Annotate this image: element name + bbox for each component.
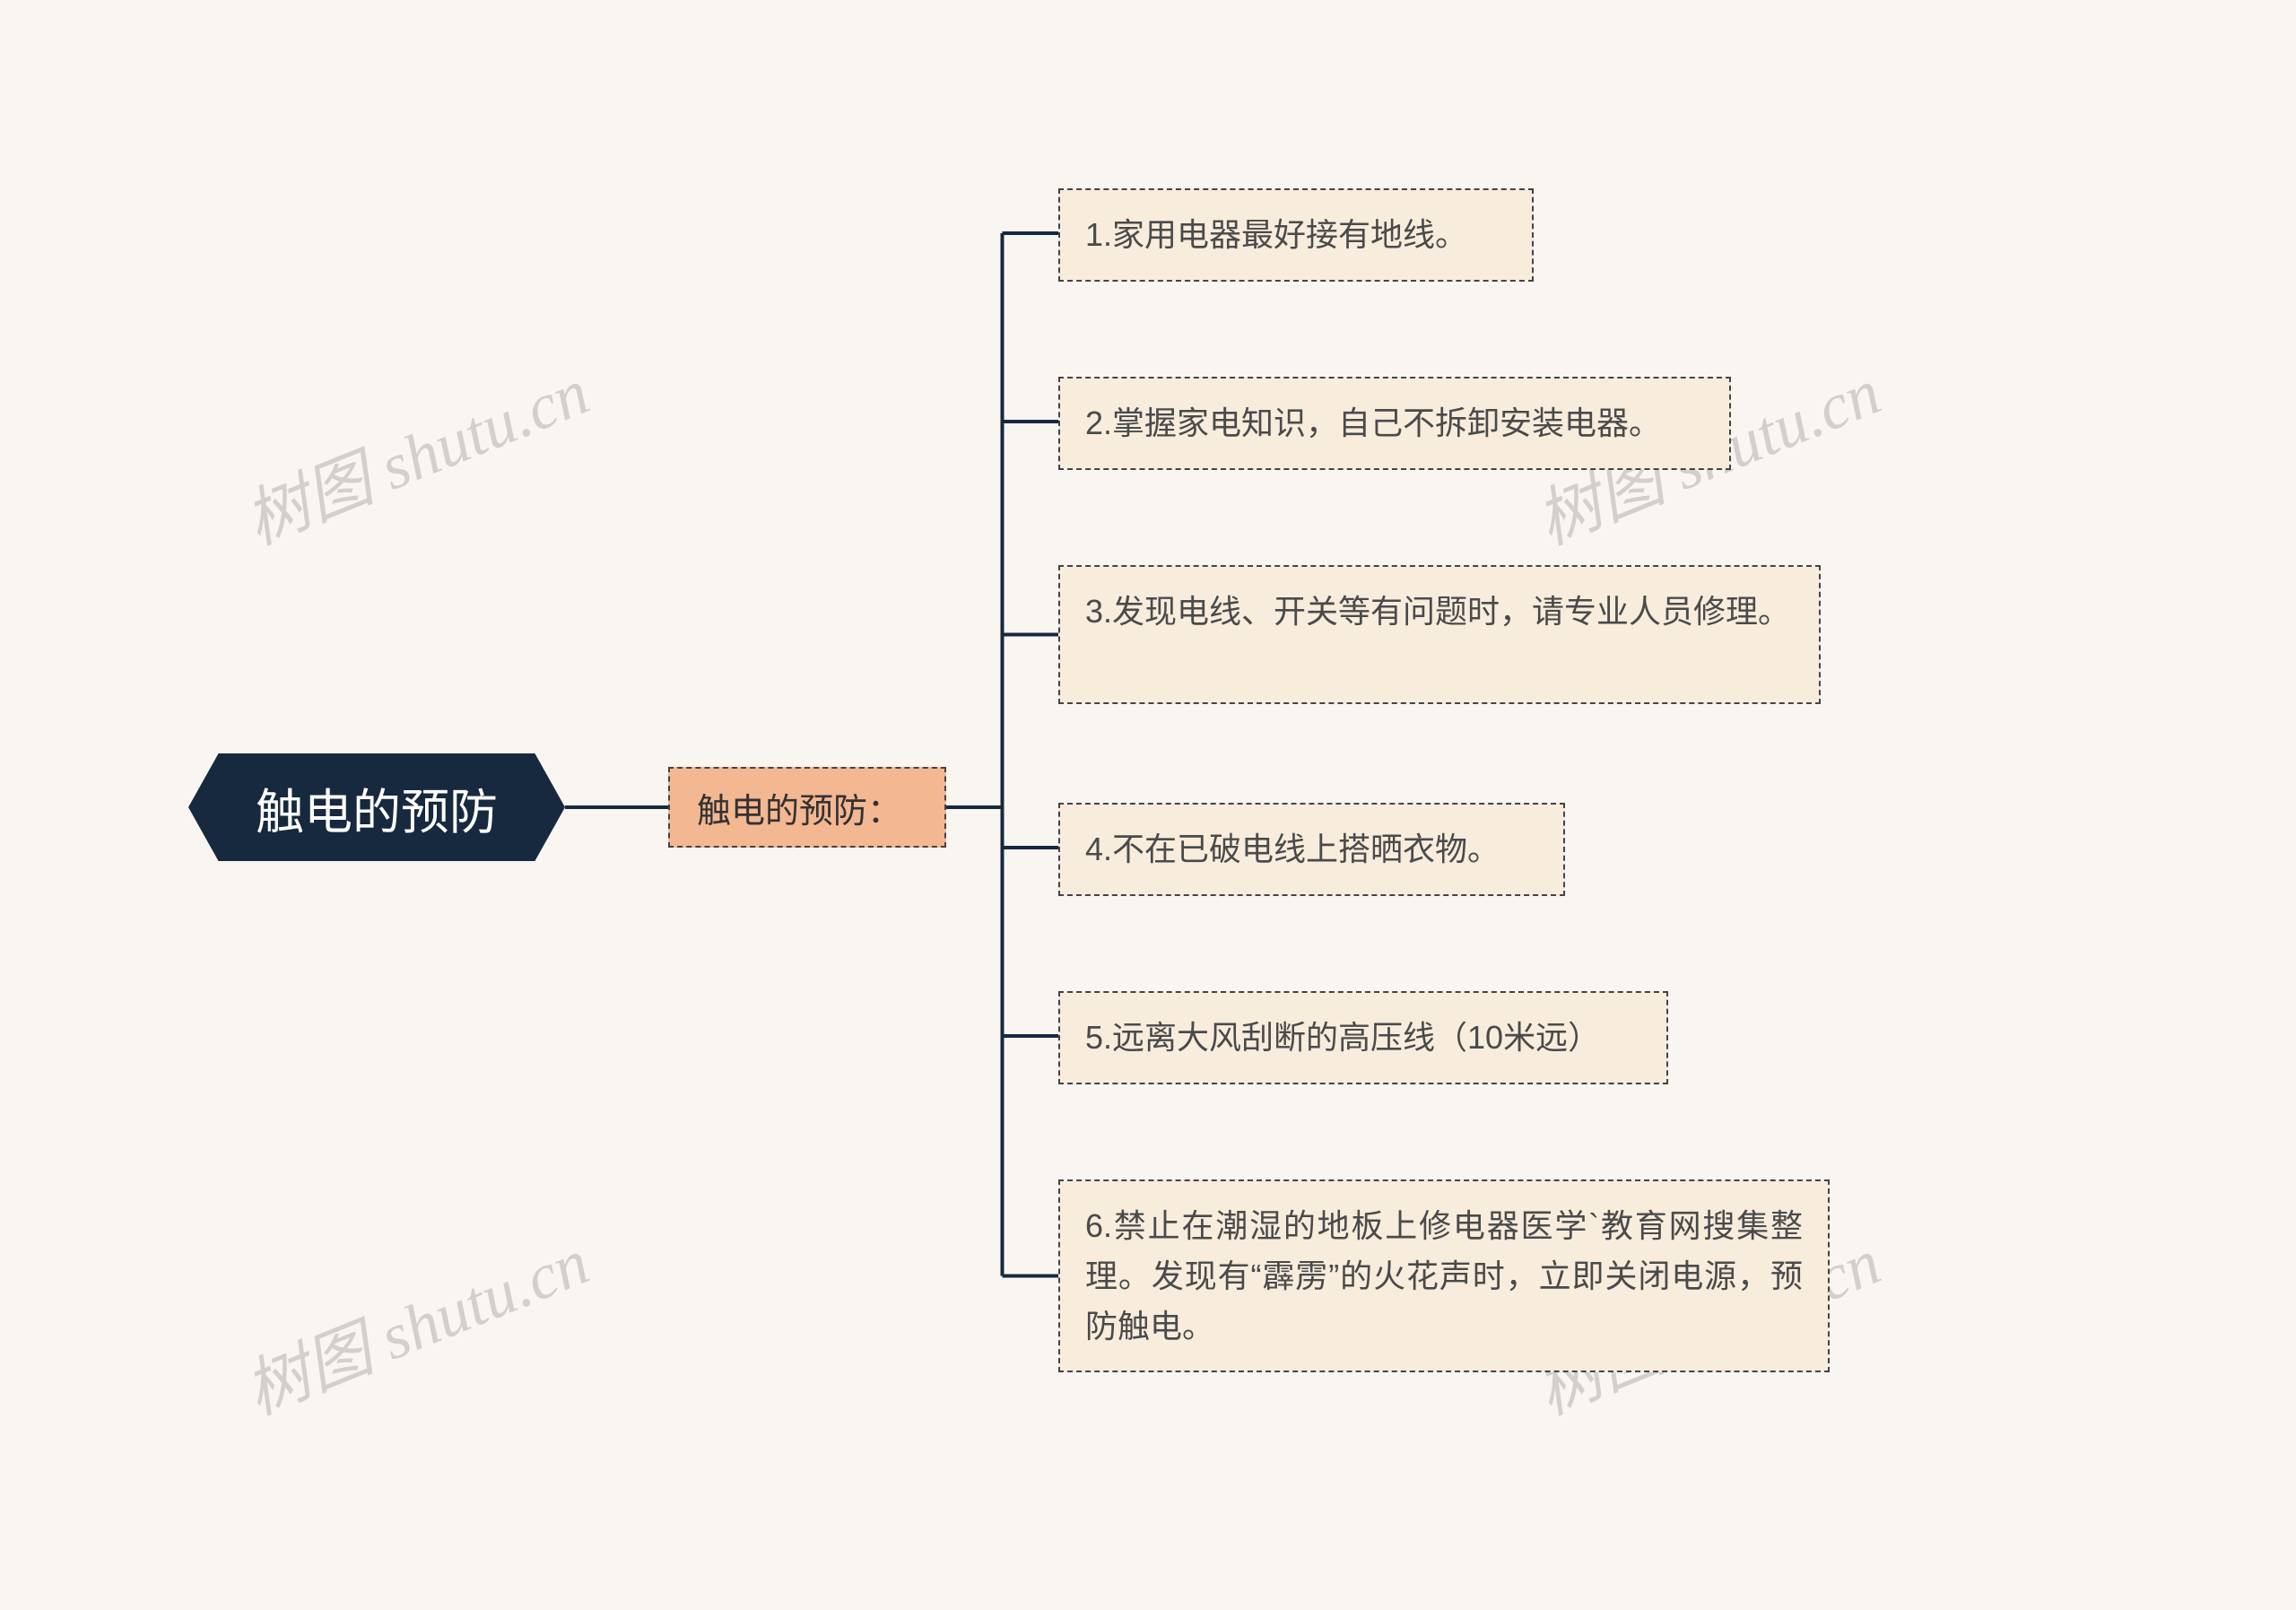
level2-node[interactable]: 触电的预防： <box>668 767 946 848</box>
leaf-node[interactable]: 4.不在已破电线上搭晒衣物。 <box>1058 803 1565 896</box>
watermark: 树图 shutu.cn <box>229 1209 600 1432</box>
leaf-node[interactable]: 1.家用电器最好接有地线。 <box>1058 188 1534 282</box>
root-node[interactable]: 触电的预防 <box>188 753 565 861</box>
leaf-node[interactable]: 6.禁止在潮湿的地板上修电器医学`教育网搜集整理。发现有“霹雳”的火花声时，立即… <box>1058 1179 1830 1372</box>
leaf-node[interactable]: 2.掌握家电知识，自己不拆卸安装电器。 <box>1058 377 1731 470</box>
mindmap-canvas: 树图 shutu.cn 树图 shutu.cn 树图 shutu.cn 树图 s… <box>0 0 2296 1610</box>
leaf-node[interactable]: 5.远离大风刮断的高压线（10米远） <box>1058 991 1668 1084</box>
leaf-node[interactable]: 3.发现电线、开关等有问题时，请专业人员修理。 <box>1058 565 1821 704</box>
watermark: 树图 shutu.cn <box>229 339 600 562</box>
